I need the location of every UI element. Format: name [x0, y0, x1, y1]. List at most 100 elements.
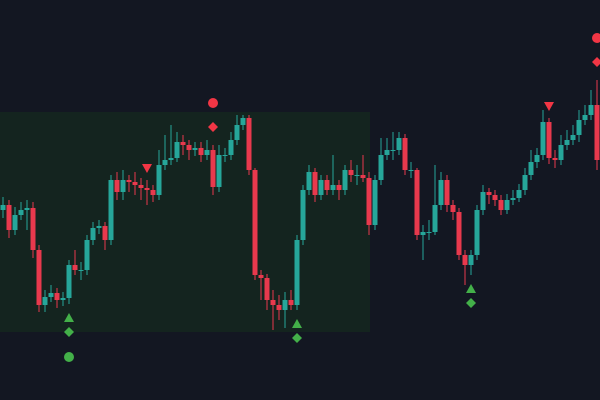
candle-body: [246, 118, 252, 170]
candle-body: [66, 265, 72, 298]
candle-body: [186, 145, 192, 150]
candle-body: [150, 190, 156, 195]
candle-body: [534, 155, 540, 162]
signal-triangle-up: [64, 313, 74, 322]
candle-body: [198, 148, 204, 155]
candle-body: [366, 178, 372, 225]
candle-body: [12, 215, 18, 230]
candle-body: [504, 200, 510, 210]
candle-body: [426, 232, 432, 233]
candle-body: [480, 192, 486, 210]
candle-body: [594, 105, 600, 160]
signal-triangle-up: [466, 284, 476, 293]
signal-circle: [64, 352, 74, 362]
candle-body: [342, 170, 348, 190]
candle-body: [300, 190, 306, 240]
signal-diamond: [208, 122, 218, 132]
candle-body: [354, 175, 360, 176]
candle-body: [570, 135, 576, 140]
candle-body: [18, 210, 24, 215]
candle-body: [468, 255, 474, 265]
candle-body: [390, 150, 396, 151]
candle-body: [456, 212, 462, 255]
candle-body: [318, 180, 324, 195]
candle-body: [384, 150, 390, 155]
candle-body: [162, 160, 168, 165]
candle-body: [258, 275, 264, 278]
candle-body: [336, 185, 342, 190]
candle-body: [96, 226, 102, 228]
signal-diamond: [466, 298, 476, 308]
candle-body: [444, 180, 450, 205]
candle-body: [588, 105, 594, 115]
candle-body: [438, 180, 444, 205]
candle-body: [252, 170, 258, 275]
candle-body: [0, 205, 6, 210]
candle-body: [540, 122, 546, 155]
candle-body: [216, 155, 222, 187]
signal-triangle-down: [142, 164, 152, 173]
signal-diamond: [592, 57, 600, 67]
candle-body: [432, 205, 438, 232]
candle-body: [120, 180, 126, 192]
candle-body: [132, 182, 138, 185]
candle-body: [414, 170, 420, 235]
candle-body: [516, 190, 522, 198]
signal-triangle-up: [292, 319, 302, 328]
candle-body: [174, 142, 180, 158]
candle-body: [210, 150, 216, 187]
candle-body: [270, 300, 276, 305]
candle-body: [276, 305, 282, 310]
candle-body: [138, 185, 144, 188]
candle-body: [222, 155, 228, 156]
candle-body: [114, 180, 120, 192]
candle-body: [306, 172, 312, 190]
candle-body: [90, 228, 96, 240]
candle-body: [282, 300, 288, 310]
candle-body: [558, 145, 564, 160]
candle-body: [474, 210, 480, 255]
candle-body: [192, 148, 198, 150]
candle-body: [402, 138, 408, 170]
candle-body: [582, 115, 588, 120]
candle-body: [72, 265, 78, 270]
signal-triangle-down: [544, 102, 554, 111]
candle-body: [546, 122, 552, 158]
candle-body: [348, 170, 354, 175]
candle-body: [450, 205, 456, 212]
signal-diamond: [64, 327, 74, 337]
candle-body: [78, 270, 84, 271]
candle-body: [240, 118, 246, 125]
candle-body: [42, 297, 48, 305]
candle-body: [36, 250, 42, 305]
candle-body: [102, 226, 108, 240]
candle-body: [156, 165, 162, 195]
signal-diamond: [292, 333, 302, 343]
candle-body: [312, 172, 318, 195]
candle-body: [510, 198, 516, 200]
candle-body: [180, 142, 186, 145]
candle-body: [60, 298, 66, 300]
candle-body: [372, 180, 378, 225]
candle-body: [84, 240, 90, 270]
candle-body: [108, 180, 114, 240]
candle-body: [288, 300, 294, 305]
candle-body: [498, 200, 504, 210]
highlight-zone: [0, 112, 370, 332]
candle-body: [6, 205, 12, 230]
candle-body: [294, 240, 300, 305]
candle-body: [228, 140, 234, 155]
candle-body: [48, 293, 54, 297]
candle-body: [528, 162, 534, 175]
candle-body: [486, 192, 492, 195]
candle-body: [462, 255, 468, 265]
candle-body: [234, 125, 240, 140]
candle-body: [378, 155, 384, 180]
candle-body: [360, 175, 366, 178]
candle-body: [492, 195, 498, 200]
candle-body: [324, 180, 330, 190]
candle-body: [522, 175, 528, 190]
candle-body: [126, 180, 132, 182]
